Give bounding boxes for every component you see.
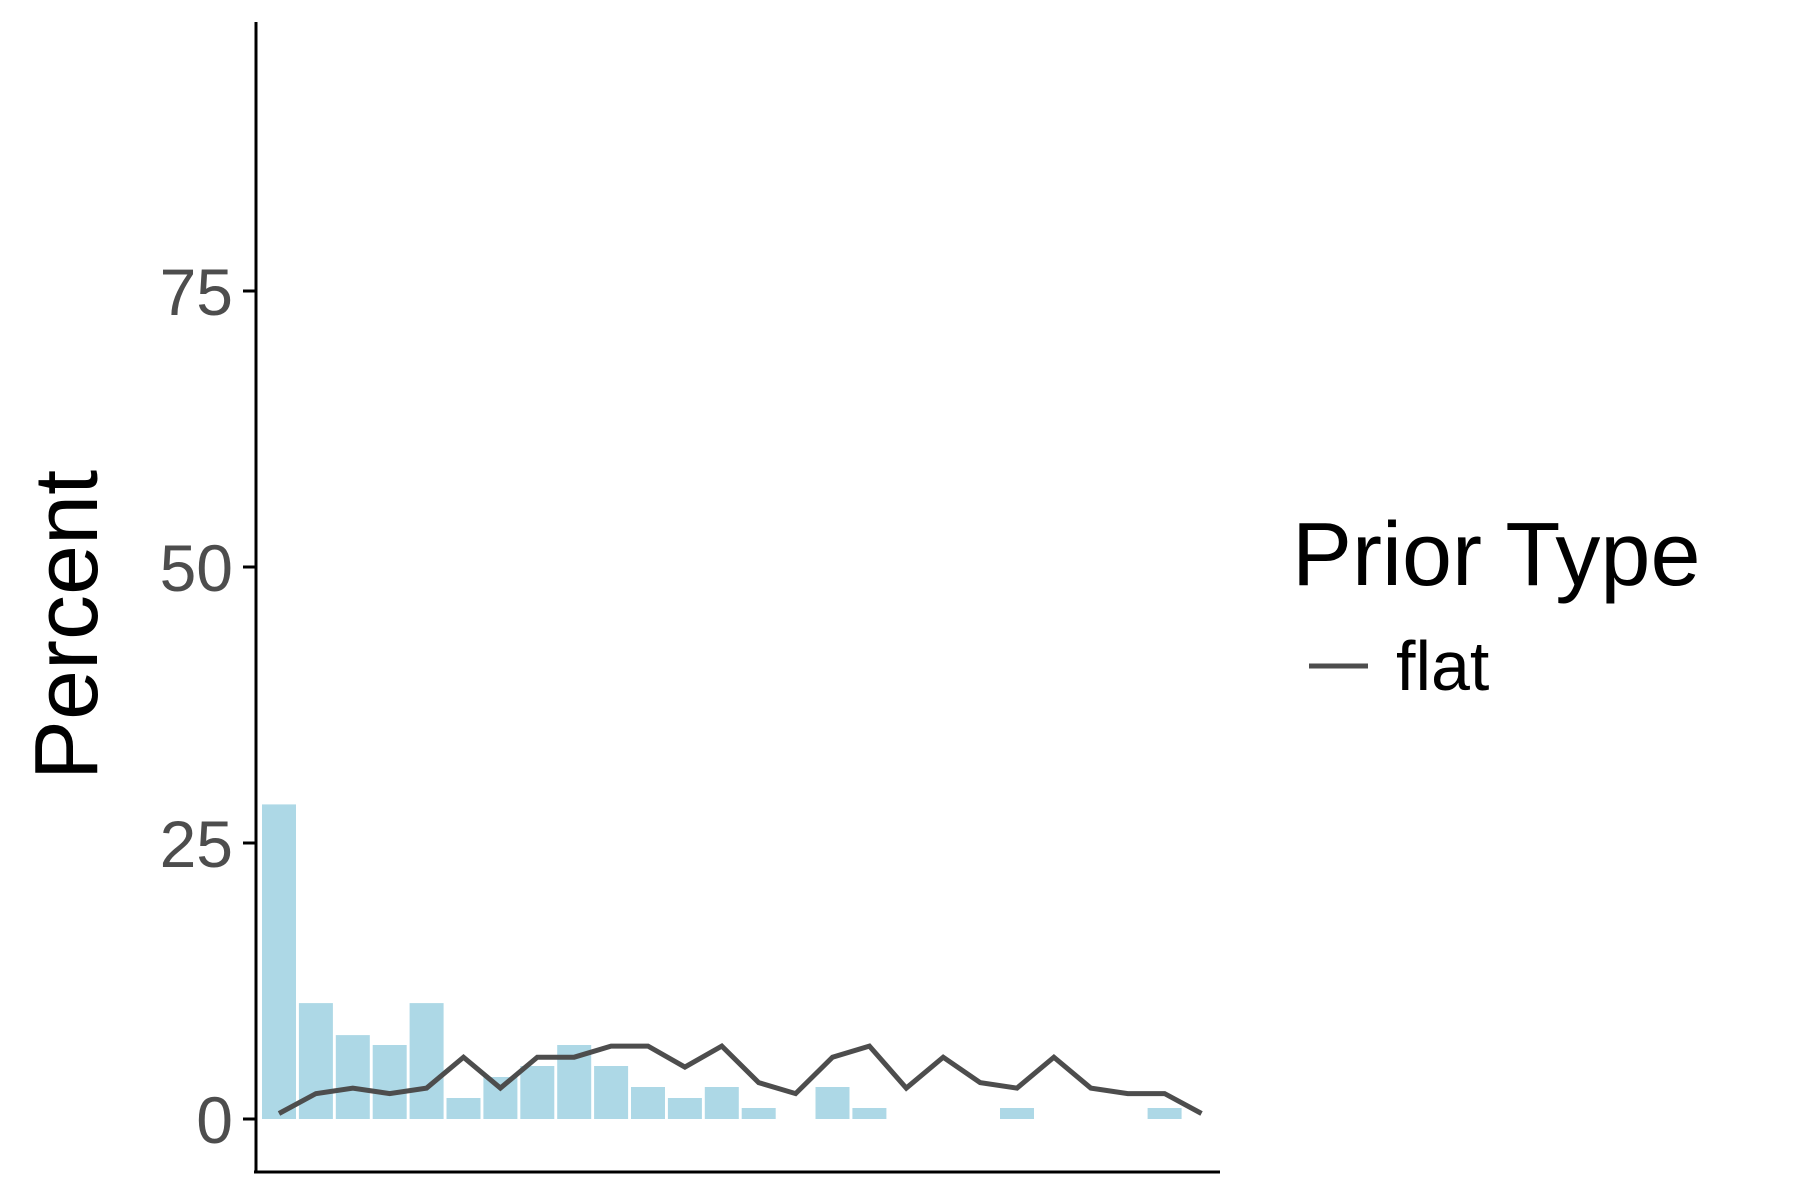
y-axis-title: Percent xyxy=(17,470,117,780)
bar xyxy=(483,1077,518,1119)
bar xyxy=(520,1066,555,1119)
bar xyxy=(446,1098,481,1119)
bar xyxy=(852,1108,887,1119)
series-line-flat xyxy=(277,1042,1203,1116)
bar xyxy=(704,1087,739,1119)
bar xyxy=(1147,1108,1182,1119)
bar xyxy=(372,1045,407,1119)
y-tick-label: 0 xyxy=(196,1083,233,1157)
legend-label-flat: flat xyxy=(1396,627,1489,705)
bar xyxy=(741,1108,776,1119)
y-ticks: 0 25 50 75 xyxy=(160,255,256,1157)
bar xyxy=(1000,1108,1034,1119)
bar xyxy=(335,1035,370,1119)
line-group xyxy=(277,1042,1203,1116)
y-tick-label: 75 xyxy=(160,255,233,329)
bars-group xyxy=(262,804,1182,1119)
bar xyxy=(262,804,296,1119)
legend-entries: flat xyxy=(1309,627,1489,705)
bar xyxy=(409,1003,444,1119)
bar xyxy=(815,1087,850,1119)
legend-title: Prior Type xyxy=(1292,505,1701,605)
bar xyxy=(594,1066,629,1119)
bar xyxy=(667,1098,702,1119)
y-tick-label: 50 xyxy=(160,531,233,605)
y-tick-label: 25 xyxy=(160,807,233,881)
bar xyxy=(631,1087,665,1119)
